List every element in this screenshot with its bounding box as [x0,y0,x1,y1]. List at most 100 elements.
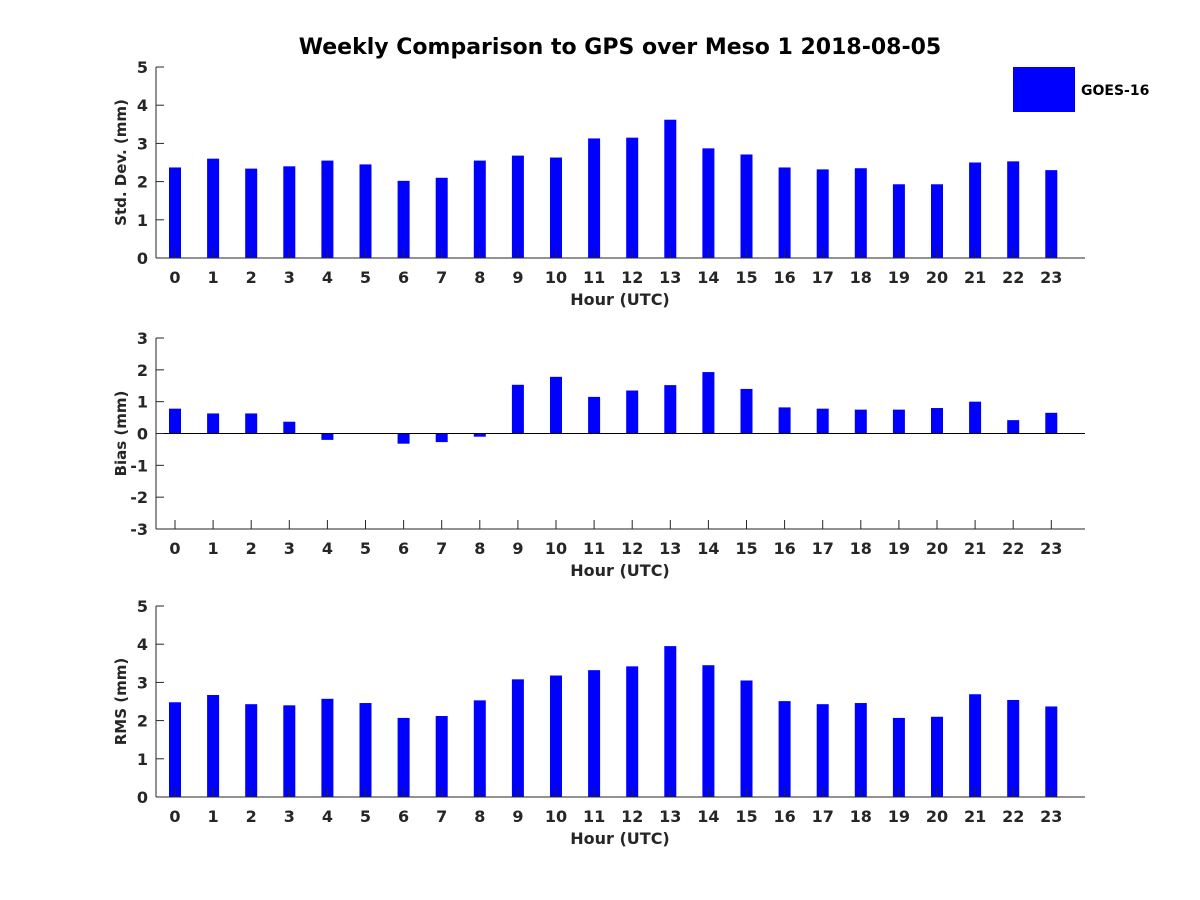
bias-xtick-label: 13 [659,539,681,558]
bias-bar-10 [550,376,562,434]
rms-xtick-label: 1 [208,807,219,826]
rms-xtick-label: 20 [926,807,948,826]
bias-bar-21 [969,401,982,434]
std-xtick-label: 3 [284,268,295,287]
rms-xtick-label: 21 [964,807,986,826]
bias-xtick-label: 7 [436,539,447,558]
std-ytick-label: 4 [137,96,148,115]
std-ytick-label: 5 [137,58,148,77]
rms-xtick-label: 12 [621,807,643,826]
bias-bar-9 [511,384,524,434]
rms-xtick-label: 8 [474,807,485,826]
bias-xtick-label: 2 [246,539,257,558]
std-bar-23 [1045,170,1058,258]
std-bar-2 [245,168,258,258]
std-xtick-label: 0 [169,268,180,287]
rms-ytick-label: 3 [137,673,148,692]
bias-xtick-label: 0 [169,539,180,558]
rms-xtick-label: 9 [512,807,523,826]
rms-ytick-label: 2 [137,712,148,731]
bias-bar-22 [1007,420,1020,434]
bias-bar-23 [1045,412,1058,434]
chart-title: Weekly Comparison to GPS over Meso 1 201… [299,35,941,60]
rms-bar-17 [816,704,829,797]
std-xtick-label: 21 [964,268,986,287]
std-bar-4 [321,160,334,258]
rms-bar-2 [245,704,258,797]
bias-xtick-label: 17 [812,539,834,558]
std-bar-22 [1007,161,1020,258]
bias-ytick-label: 3 [137,329,148,348]
rms-bar-18 [854,703,867,797]
bias-bar-1 [207,413,220,434]
rms-bar-22 [1007,699,1020,797]
bias-xtick-label: 18 [850,539,872,558]
bias-ytick-label: 1 [137,393,148,412]
rms-xtick-label: 23 [1040,807,1062,826]
rms-xtick-label: 3 [284,807,295,826]
rms-bar-6 [397,717,410,797]
std-xtick-label: 12 [621,268,643,287]
bias-bar-12 [626,390,639,434]
std-xtick-label: 18 [850,268,872,287]
bias-bar-20 [931,408,943,434]
std-bar-0 [169,167,181,258]
rms-bar-13 [664,646,677,797]
std-xtick-label: 13 [659,268,681,287]
bias-ytick-label: -2 [130,488,148,507]
bias-ytick-label: 2 [137,361,148,380]
std-bar-11 [588,138,601,258]
std-bar-18 [854,168,867,258]
bias-xtick-label: 16 [773,539,795,558]
rms-xtick-label: 7 [436,807,447,826]
rms-xtick-label: 14 [697,807,719,826]
rms-bar-1 [207,695,220,797]
bias-ytick-label: -1 [130,456,148,475]
std-bar-15 [740,154,753,258]
std-ytick-label: 1 [137,211,148,230]
std-ylabel: Std. Dev. (mm) [112,99,130,226]
bias-xtick-label: 23 [1040,539,1062,558]
bias-bar-15 [740,388,753,434]
std-xtick-label: 11 [583,268,605,287]
bias-bar-2 [245,413,258,434]
bias-xtick-label: 21 [964,539,986,558]
rms-xtick-label: 4 [322,807,333,826]
rms-xtick-label: 15 [735,807,757,826]
rms-bar-21 [969,694,982,797]
std-xtick-label: 20 [926,268,948,287]
std-ytick-label: 3 [137,134,148,153]
bias-bar-8 [473,433,486,437]
std-xtick-label: 5 [360,268,371,287]
rms-xtick-label: 18 [850,807,872,826]
bias-bar-13 [664,385,677,434]
bias-bar-3 [283,421,296,434]
rms-xlabel: Hour (UTC) [570,829,670,848]
rms-xtick-label: 0 [169,807,180,826]
rms-xtick-label: 6 [398,807,409,826]
rms-bar-20 [931,716,943,797]
legend: GOES-16 [1013,67,1149,112]
bias-bar-17 [816,408,829,434]
rms-xtick-label: 17 [812,807,834,826]
std-bar-12 [626,137,639,258]
std-xtick-label: 7 [436,268,447,287]
std-bar-10 [550,157,562,258]
rms-xtick-label: 19 [888,807,910,826]
std-xtick-label: 9 [512,268,523,287]
std-xtick-label: 22 [1002,268,1024,287]
rms-bar-5 [359,703,372,797]
std-bar-8 [473,160,486,258]
bias-xtick-label: 1 [208,539,219,558]
std-xtick-label: 4 [322,268,333,287]
rms-bar-15 [740,680,753,797]
bias-xtick-label: 12 [621,539,643,558]
bias-ylabel: Bias (mm) [112,391,130,477]
rms-bar-14 [702,665,715,797]
bias-bar-14 [702,372,715,434]
